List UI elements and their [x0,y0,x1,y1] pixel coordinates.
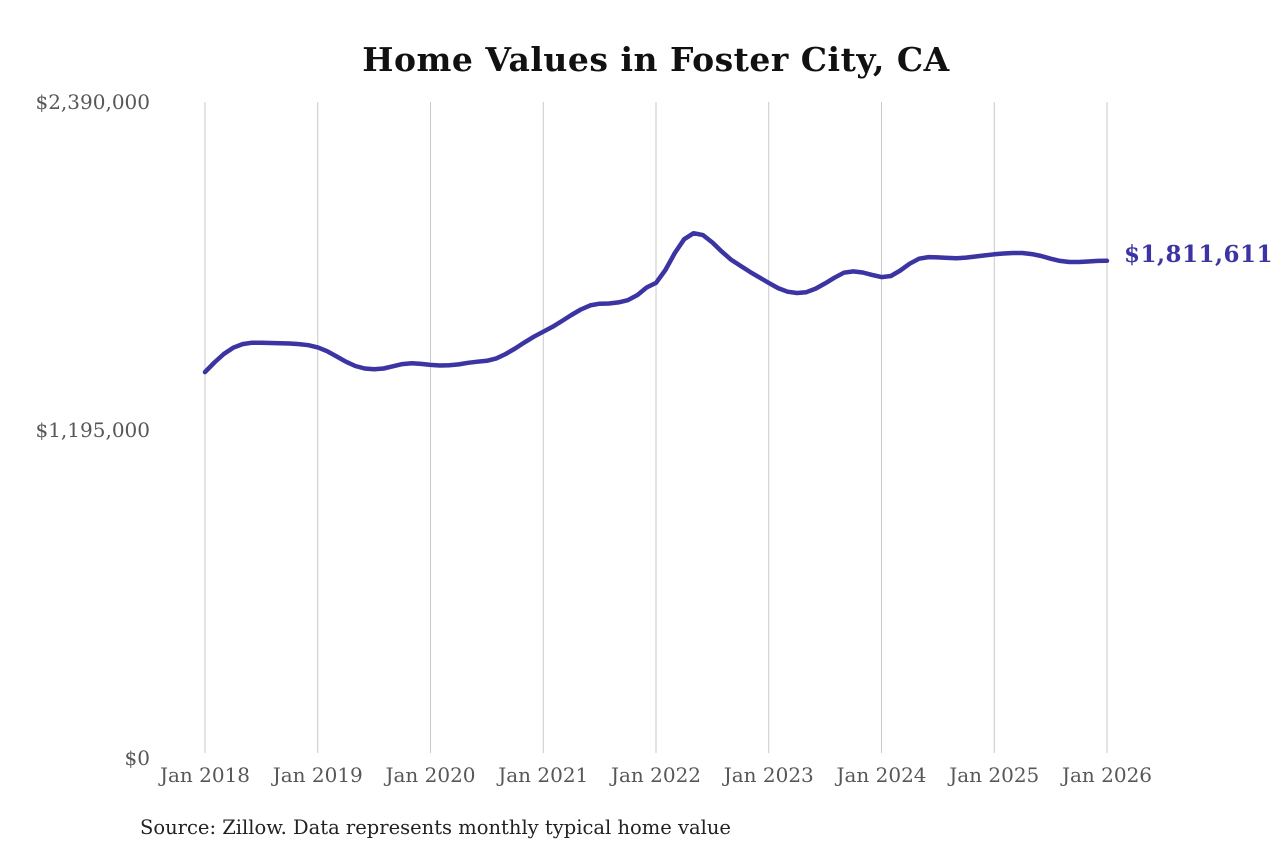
x-axis-tick-label: Jan 2022 [610,763,702,787]
y-axis-tick-label: $0 [124,746,150,770]
x-axis-tick-label: Jan 2025 [949,763,1040,787]
x-axis-tick-label: Jan 2019 [272,763,363,787]
y-axis-tick-label: $2,390,000 [35,90,150,114]
x-axis-tick-label: Jan 2024 [836,763,927,787]
chart-title: Home Values in Foster City, CA [362,40,950,79]
source-note: Source: Zillow. Data represents monthly … [140,816,731,839]
x-axis-tick-label: Jan 2021 [498,763,589,787]
x-axis-tick-label: Jan 2023 [723,763,814,787]
x-axis-tick-label: Jan 2020 [385,763,476,787]
x-axis-tick-label: Jan 2026 [1061,763,1153,787]
x-axis-tick-label: Jan 2018 [159,763,251,787]
value-line [202,230,1110,375]
latest-value-label: $1,811,611 [1124,241,1274,268]
y-axis-tick-label: $1,195,000 [35,418,150,442]
